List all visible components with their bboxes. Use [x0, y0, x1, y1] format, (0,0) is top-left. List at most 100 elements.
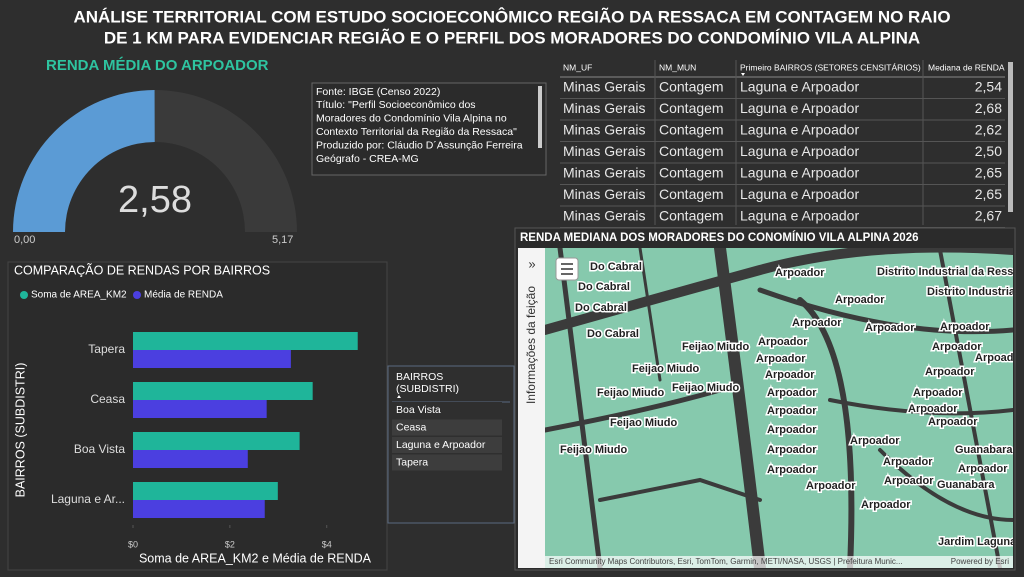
- info-line: Título: "Perfil Socioeconômico dos: [316, 99, 476, 111]
- map-base: [545, 248, 1013, 568]
- y-tick-label: Laguna e Ar...: [51, 492, 125, 506]
- map-label: Arpoador: [861, 499, 911, 511]
- map-label: Arpoador: [958, 463, 1008, 475]
- scrollbar: [1008, 62, 1013, 212]
- map-label: Arpoador: [792, 317, 842, 329]
- bar: [133, 450, 248, 468]
- map-label: Arpoador: [884, 475, 934, 487]
- table-header: NM_UF: [563, 62, 592, 72]
- legend-marker: [133, 291, 141, 299]
- y-tick-label: Ceasa: [90, 392, 125, 406]
- table-cell: Minas Gerais: [563, 165, 645, 181]
- map-label: Feijao Miudo: [610, 417, 678, 429]
- slicer-item-bg[interactable]: [392, 437, 502, 453]
- map-label: Arpoador: [850, 435, 900, 447]
- table-cell: 2,50: [975, 143, 1002, 159]
- map-label: Arpoador: [908, 403, 958, 415]
- gauge-max: 5,17: [272, 234, 293, 246]
- slicer-item[interactable]: Boa Vista: [396, 404, 441, 416]
- map-label: Arpoador: [975, 352, 1024, 364]
- y-tick-label: Tapera: [88, 342, 125, 356]
- sort-icon: [397, 395, 401, 398]
- info-line: Moradores do Condomínio Vila Alpina no: [316, 113, 507, 125]
- table-cell: Laguna e Arpoador: [740, 186, 859, 202]
- slicer-item-bg[interactable]: [392, 454, 502, 471]
- legend-label: Soma de AREA_KM2: [31, 290, 127, 301]
- map-label: Feijao Miudo: [597, 387, 665, 399]
- table-cell: Contagem: [659, 100, 724, 116]
- table-cell: 2,54: [975, 79, 1002, 95]
- legend-label: Média de RENDA: [144, 290, 223, 301]
- map-label: Arpoador: [865, 322, 915, 334]
- table-cell: Minas Gerais: [563, 143, 645, 159]
- table-cell: Laguna e Arpoador: [740, 165, 859, 181]
- chart-title: COMPARAÇÃO DE RENDAS POR BAIRROS: [14, 263, 270, 277]
- roads: [545, 248, 1013, 568]
- map-label: Arpoador: [928, 416, 978, 428]
- table-cell: Laguna e Arpoador: [740, 143, 859, 159]
- slicer-item-bg[interactable]: [392, 402, 502, 418]
- map-label: Feijao Miudo: [682, 341, 750, 353]
- table-cell: Contagem: [659, 186, 724, 202]
- legend-marker: [20, 291, 28, 299]
- info-line: Produzido por: Cláudio D´Assunção Ferrei…: [316, 139, 523, 151]
- map-label: Arpoador: [775, 267, 825, 279]
- info-line: Contexto Territorial da Região da Ressac…: [316, 126, 517, 138]
- slicer-item-bg[interactable]: [392, 419, 502, 436]
- table-cell: 2,65: [975, 165, 1002, 181]
- map-label: Arpoador: [767, 424, 817, 436]
- map-label: Do Cabral: [590, 261, 642, 273]
- map-label: Arpoador: [758, 336, 808, 348]
- table-cell: 2,65: [975, 186, 1002, 202]
- bar: [133, 482, 278, 500]
- slicer-item[interactable]: Tapera: [396, 456, 428, 468]
- map-label: Arpoador: [913, 387, 963, 399]
- table-cell: Minas Gerais: [563, 122, 645, 138]
- table-cell: Laguna e Arpoador: [740, 100, 859, 116]
- map-label: Arpoador: [932, 341, 982, 353]
- map-side-panel[interactable]: [518, 248, 545, 568]
- map-label: Arpoador: [835, 294, 885, 306]
- x-tick-label: $2: [225, 539, 235, 549]
- title-line: ANÁLISE TERRITORIAL COM ESTUDO SOCIOECON…: [73, 6, 950, 26]
- map-label: Arpoador: [767, 387, 817, 399]
- map-attribution: Esri Community Maps Contributors, Esri, …: [549, 557, 903, 566]
- y-axis-title: BAIRROS (SUBDISTRI): [13, 363, 27, 498]
- map-label: Guanabara: [955, 444, 1013, 456]
- map-title: RENDA MEDIANA DOS MORADORES DO CONOMÍNIO…: [520, 231, 919, 244]
- menu-icon: [561, 263, 573, 275]
- table-header: NM_MUN: [659, 62, 696, 72]
- sort-icon: [741, 73, 745, 76]
- map-powered-by: Powered by Esri: [951, 557, 1009, 566]
- map-label: Arpoador: [883, 456, 933, 468]
- slicer-title-part: BAIRROS: [396, 371, 443, 383]
- bar: [133, 500, 265, 518]
- map[interactable]: [545, 248, 1013, 569]
- table-cell: Minas Gerais: [563, 208, 645, 224]
- gauge-value: 2,58: [118, 179, 192, 221]
- scrollbar: [538, 86, 542, 148]
- table-cell: 2,62: [975, 122, 1002, 138]
- slicer-item[interactable]: Ceasa: [396, 421, 427, 433]
- bar: [133, 432, 300, 450]
- table-header: Mediana de RENDA: [928, 62, 1005, 72]
- y-tick-label: Boa Vista: [74, 442, 125, 456]
- map-label: Do Cabral: [575, 302, 627, 314]
- table-cell: Contagem: [659, 208, 724, 224]
- table-cell: Minas Gerais: [563, 186, 645, 202]
- slicer-title: BAIRROS (SUBDISTRI): [396, 371, 459, 395]
- table-cell: Laguna e Arpoador: [740, 122, 859, 138]
- expand-icon[interactable]: »: [528, 256, 535, 271]
- slicer-item[interactable]: Laguna e Arpoador: [396, 439, 486, 451]
- table-cell: Contagem: [659, 122, 724, 138]
- map-label: Arpoador: [765, 369, 815, 381]
- map-label: Do Cabral: [578, 281, 630, 293]
- bar: [133, 400, 267, 418]
- info-box: [311, 82, 547, 176]
- gauge-min: 0,00: [14, 234, 35, 246]
- info-line: Geógrafo - CREA-MG: [316, 153, 419, 165]
- map-label: Arpoador: [767, 464, 817, 476]
- map-side-label: Informações da feição: [524, 286, 538, 404]
- map-label: Distrito Industrial: [927, 286, 1018, 298]
